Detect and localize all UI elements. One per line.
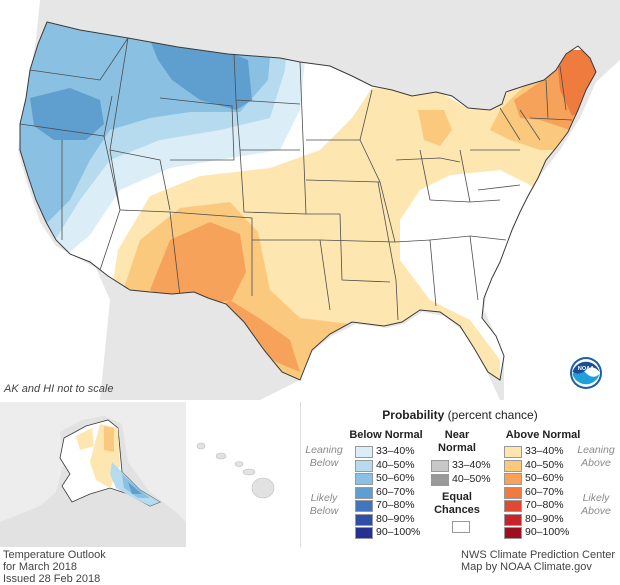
probability-legend: Probability (percent chance) Below Norma… — [300, 402, 619, 547]
outlook-period: for March 2018 — [3, 561, 77, 573]
above-normal-bin-swatch — [504, 527, 522, 539]
below-normal-bin-label: 90–100% — [376, 526, 421, 538]
below-normal-bin-label: 40–50% — [376, 458, 415, 471]
near-normal-bin-swatch — [431, 473, 449, 486]
leaning-above-label: Leaning Above — [577, 444, 615, 469]
alaska-inset — [0, 402, 186, 547]
leaning-below-label: Leaning Below — [305, 444, 343, 469]
likely-above-label: Likely Above — [581, 492, 611, 517]
outlook-issued: Issued 28 Feb 2018 — [3, 573, 101, 585]
above-normal-bin-swatch — [504, 500, 522, 512]
below-normal-bin-swatch — [355, 473, 373, 485]
below-normal-bin-label: 80–90% — [376, 512, 415, 525]
near-normal-bin-label: 40–50% — [452, 472, 491, 485]
above-normal-bin-label: 40–50% — [525, 458, 564, 471]
above-normal-bin-swatch — [504, 459, 522, 472]
credit-source: NWS Climate Prediction Center — [461, 549, 616, 561]
above-normal-bin-swatch — [504, 446, 522, 458]
below-normal-bin-swatch — [355, 513, 373, 526]
above-normal-bin-swatch — [504, 513, 522, 526]
near-normal-heading: Near Normal — [438, 429, 476, 454]
equal-chances-swatch — [452, 521, 470, 533]
credit-map: Map by NOAA Climate.gov — [461, 561, 592, 573]
near-normal-bin-label: 33–40% — [452, 459, 491, 471]
legend-title: Probability (percent chance) — [382, 408, 538, 422]
outlook-title: Temperature Outlook — [3, 549, 106, 561]
below-normal-bin-label: 70–80% — [376, 499, 415, 511]
near-normal-bin-swatch — [431, 460, 449, 472]
above-normal-bin-label: 33–40% — [525, 445, 564, 457]
scale-note: AK and HI not to scale — [4, 383, 114, 395]
below-normal-bin-label: 50–60% — [376, 472, 415, 484]
equal-chances-heading: Equal Chances — [434, 491, 480, 516]
above-normal-bin-swatch — [504, 486, 522, 499]
below-normal-bin-swatch — [355, 446, 373, 458]
below-normal-bin-swatch — [355, 527, 373, 539]
above-normal-bin-label: 50–60% — [525, 472, 564, 484]
below-normal-bin-label: 33–40% — [376, 445, 415, 457]
svg-text:NOAA: NOAA — [578, 366, 594, 372]
noaa-logo: NOAA — [570, 357, 602, 389]
below-normal-bin-swatch — [355, 486, 373, 499]
likely-below-label: Likely Below — [309, 492, 339, 517]
above-normal-bin-label: 70–80% — [525, 499, 564, 511]
credit-info: NWS Climate Prediction Center Map by NOA… — [461, 549, 615, 573]
above-normal-bin-label: 60–70% — [525, 485, 564, 498]
above-normal-bin-label: 90–100% — [525, 526, 570, 538]
above-normal-heading: Above Normal — [505, 429, 581, 441]
below-normal-bin-swatch — [355, 459, 373, 472]
below-normal-bin-label: 60–70% — [376, 485, 415, 498]
outlook-info: Temperature Outlook for March 2018 Issue… — [3, 549, 106, 585]
below-normal-heading: Below Normal — [349, 429, 423, 441]
hawaii-inset — [187, 402, 299, 547]
below-normal-bin-swatch — [355, 500, 373, 512]
conus-temperature-map — [0, 0, 620, 400]
above-normal-bin-swatch — [504, 473, 522, 485]
above-normal-bin-label: 80–90% — [525, 512, 564, 525]
